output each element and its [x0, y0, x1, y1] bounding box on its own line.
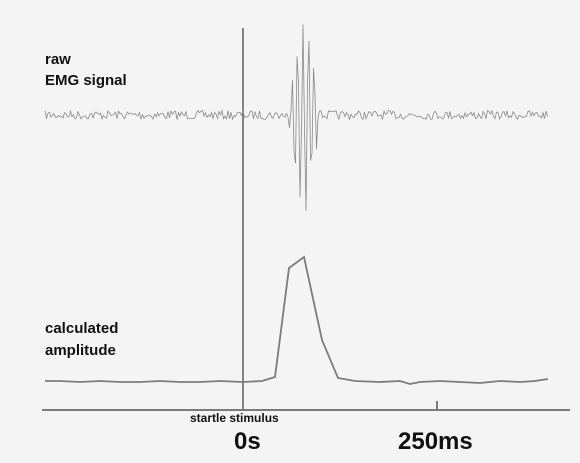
amplitude-trace: [45, 255, 549, 385]
time-250ms-label: 250ms: [398, 428, 473, 455]
calculated-label: calculated: [45, 320, 119, 337]
raw-label: raw: [45, 51, 71, 68]
startle-stimulus-label: startle stimulus: [190, 411, 279, 425]
amplitude-label: amplitude: [45, 342, 116, 359]
raw-emg-trace: [44, 24, 548, 211]
time-zero-label: 0s: [234, 428, 261, 455]
emg-signal-label: EMG signal: [45, 72, 127, 89]
